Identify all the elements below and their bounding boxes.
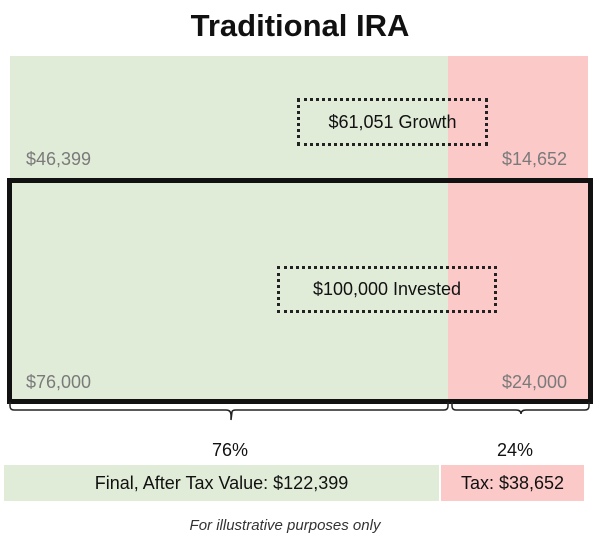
invested-after-tax-block [10,181,448,399]
invested-tax-block [448,181,588,399]
growth-tax-block [448,56,588,181]
growth-after-tax-block [10,56,448,181]
footnote: For illustrative purposes only [189,517,381,534]
invested-after-tax-value: $76,000 [26,372,92,392]
after-tax-percent: 76% [211,440,249,460]
tax-percent: 24% [496,440,534,460]
growth-tax-value: $14,652 [502,149,568,169]
invested-tax-value: $24,000 [502,372,568,392]
growth-after-tax-value: $46,399 [26,149,92,169]
after-tax-brace [9,402,590,421]
page-title: Traditional IRA [190,8,410,43]
invested-frame [7,178,593,404]
growth-callout: $61,051 Growth [297,98,488,146]
invested-callout: $100,000 Invested [277,266,497,313]
tax-total-bar: Tax: $38,652 [441,465,584,501]
final-value-bar: Final, After Tax Value: $122,399 [4,465,439,501]
